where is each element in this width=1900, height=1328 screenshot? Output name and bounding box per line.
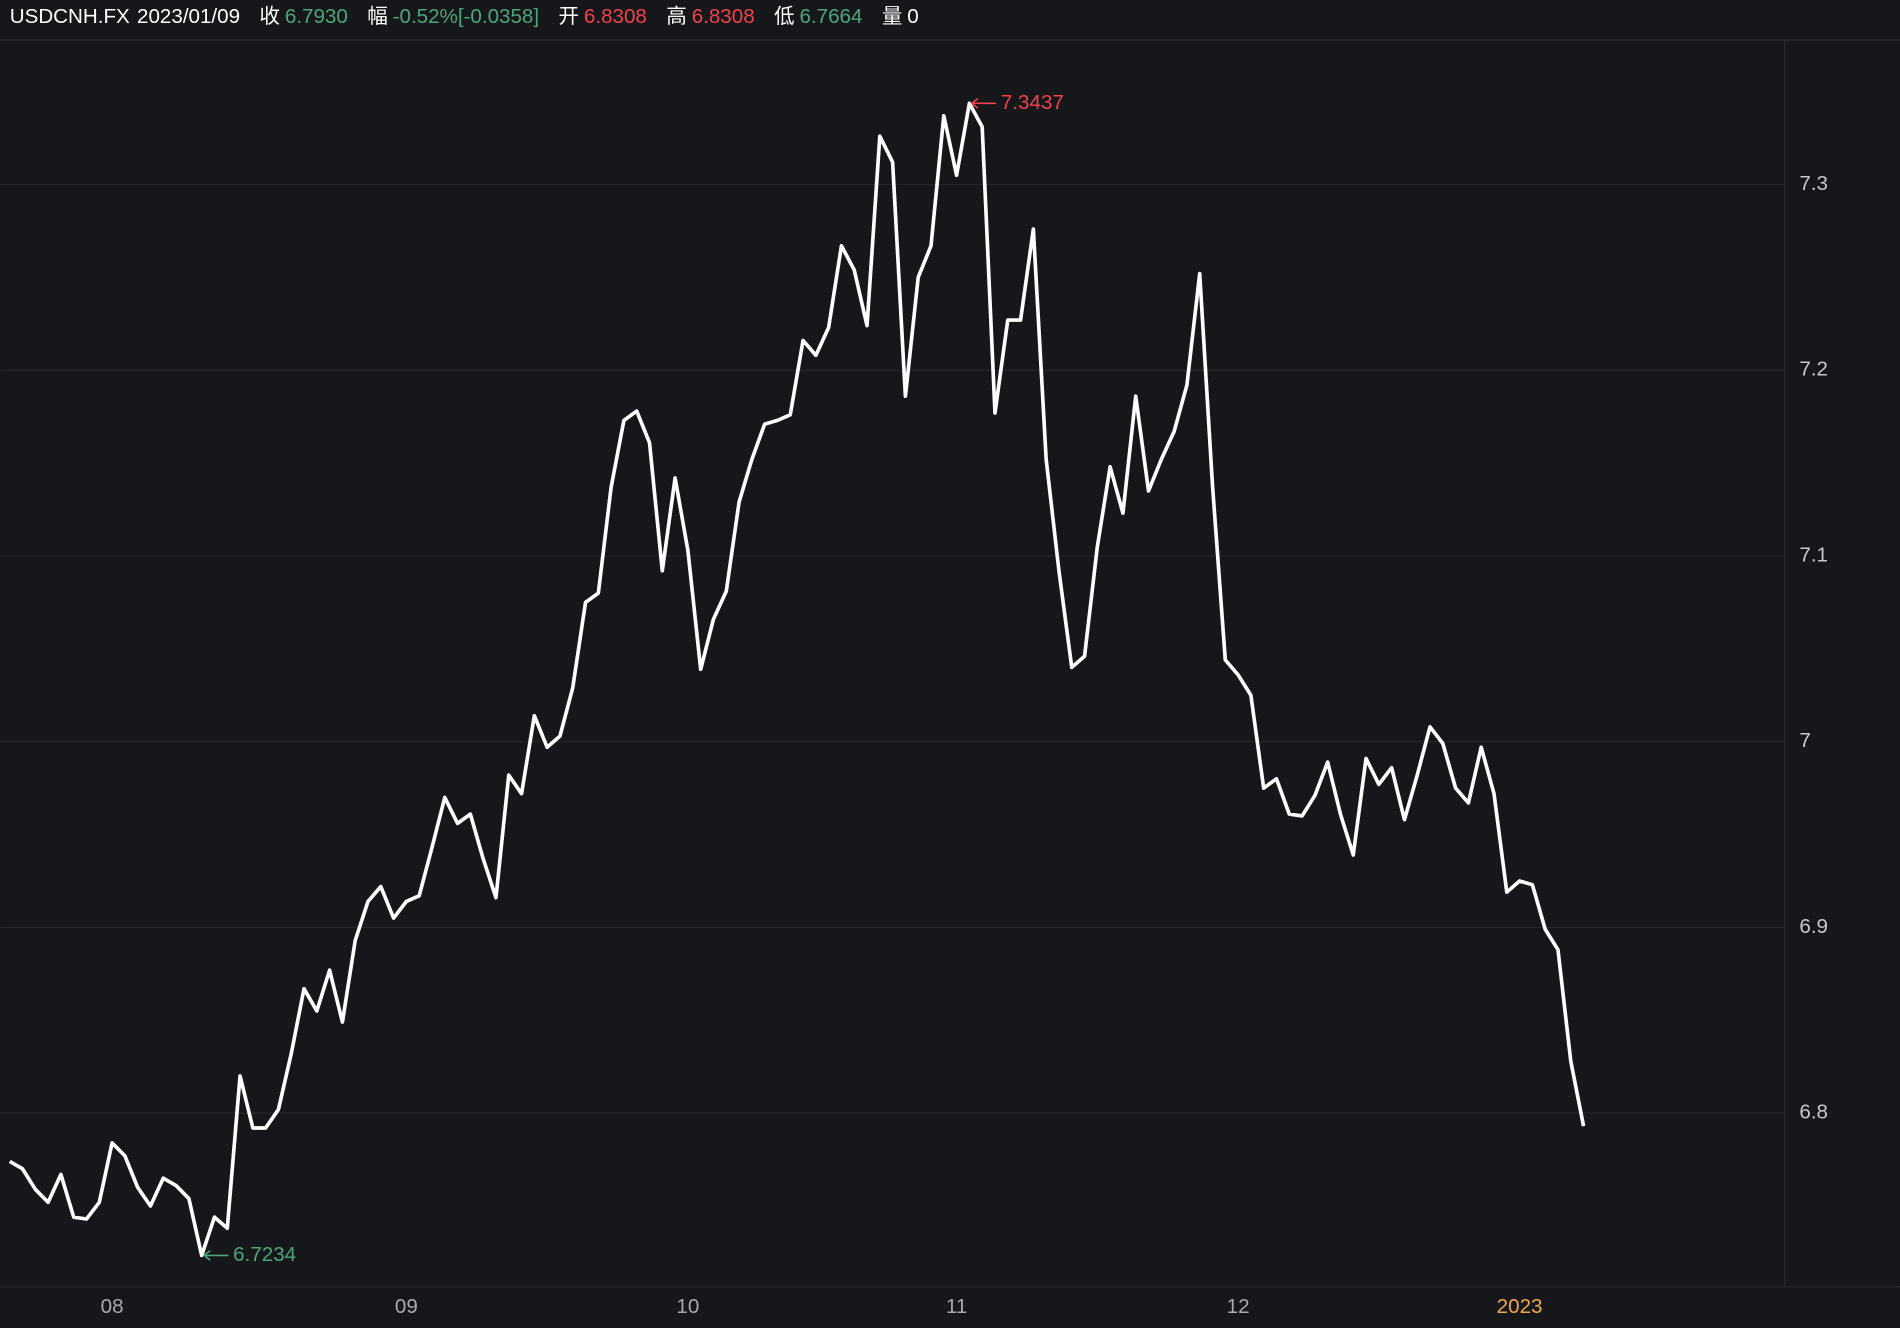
x-tick-label: 10 [676,1295,699,1318]
field-label: 高 [666,6,687,29]
field-label: 收 [259,6,280,29]
price-line [8,101,1586,1258]
y-tick-label: 7.1 [1799,543,1828,566]
max-label: 7.3437 [1001,91,1064,114]
y-tick-label: 6.9 [1799,915,1828,938]
field-value: 6.7664 [799,6,862,29]
x-tick-label: 2023 [1497,1295,1543,1318]
x-tick-label: 12 [1227,1295,1250,1318]
x-tick-label: 11 [946,1295,967,1318]
y-tick-label: 7.2 [1799,358,1828,381]
y-tick-label: 6.8 [1799,1101,1828,1124]
y-tick-label: 7.3 [1799,172,1828,195]
header: USDCNH.FX 2023/01/09 收 6.7930 幅 -0.52%[-0.035… [10,6,919,29]
field-label: 低 [774,6,795,29]
field-label: 幅 [367,6,388,29]
date: 2023/01/09 [137,6,240,29]
min-label: 6.7234 [233,1243,296,1266]
field-label: 开 [558,6,579,29]
field-value: 6.8308 [584,6,647,29]
symbol: USDCNH.FX [10,6,130,29]
max-arrow-head [970,97,979,109]
field-value: 6.8308 [692,6,755,29]
field-value: -0.52%[-0.0358] [393,6,539,29]
field-label: 量 [882,6,903,29]
min-arrow-head [202,1249,211,1261]
y-tick-label: 7 [1799,729,1810,752]
x-tick-label: 08 [101,1295,124,1318]
field-value: 6.7930 [285,6,348,29]
field-value: 0 [907,6,918,29]
x-tick-label: 09 [395,1295,418,1318]
